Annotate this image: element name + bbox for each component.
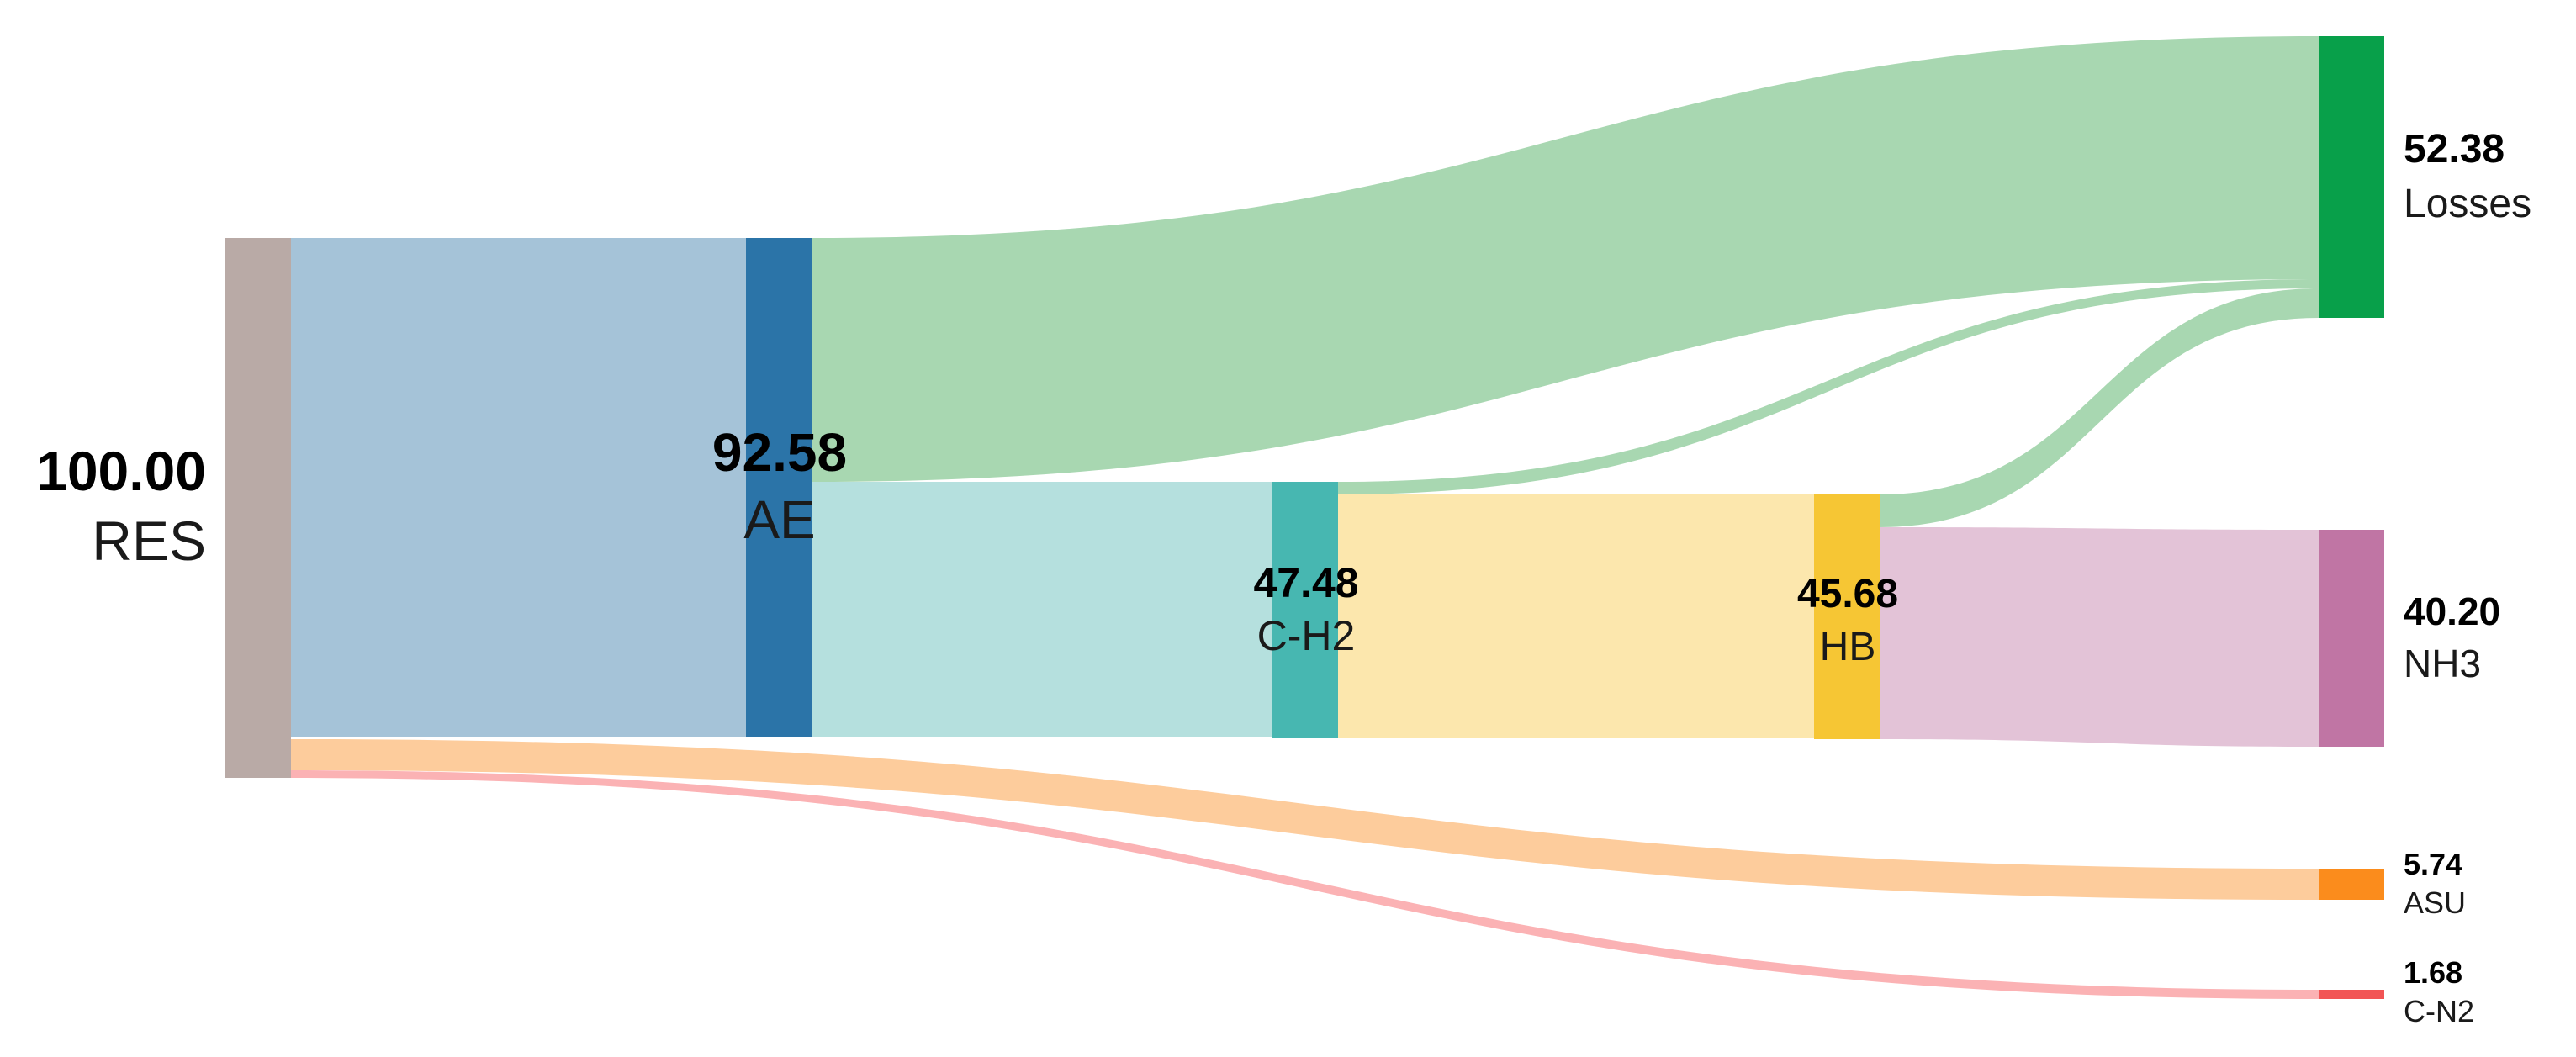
node-value-asu: 5.74 [2404,847,2462,881]
node-label-nh3: NH3 [2404,642,2481,685]
node-label-ae: AE [743,489,815,550]
node-label-asu: ASU [2404,885,2466,920]
link-ae-to-c-h2 [812,482,1272,737]
node-value-losses: 52.38 [2404,127,2505,172]
node-value-nh3: 40.20 [2404,589,2500,633]
node-value-ae: 92.58 [712,422,847,483]
node-label-hb: HB [1820,625,1876,669]
node-res-bar [225,238,291,778]
node-label-res: RES [92,510,206,572]
node-losses-bar [2319,36,2384,318]
node-ae-bar [746,238,812,737]
node-label-ch2: C-H2 [1257,612,1356,659]
link-res-to-asu [291,739,2319,900]
node-label-losses: Losses [2404,182,2531,226]
link-hb-to-losses [1880,288,2319,527]
labels-layer: 100.00 RES 92.58 AE 47.48 C-H2 45.68 HB … [36,127,2531,1028]
link-ae-to-losses [812,36,2319,482]
node-value-ch2: 47.48 [1253,559,1358,606]
node-c-n2-bar [2319,990,2384,999]
link-c-h2-to-losses [1338,279,2319,494]
nodes-layer [225,36,2384,999]
node-value-res: 100.00 [36,440,206,502]
link-res-to-ae [291,238,746,737]
links-layer [291,36,2319,999]
node-nh3-bar [2319,530,2384,747]
node-asu-bar [2319,869,2384,900]
node-label-cn2: C-N2 [2404,994,2474,1028]
link-hb-to-nh3 [1880,527,2319,747]
node-value-cn2: 1.68 [2404,955,2462,990]
node-hb-bar [1814,494,1880,739]
node-c-h2-bar [1272,482,1338,738]
link-res-to-c-n2 [291,770,2319,999]
link-c-h2-to-hb [1338,494,1814,738]
node-value-hb: 45.68 [1797,572,1898,616]
